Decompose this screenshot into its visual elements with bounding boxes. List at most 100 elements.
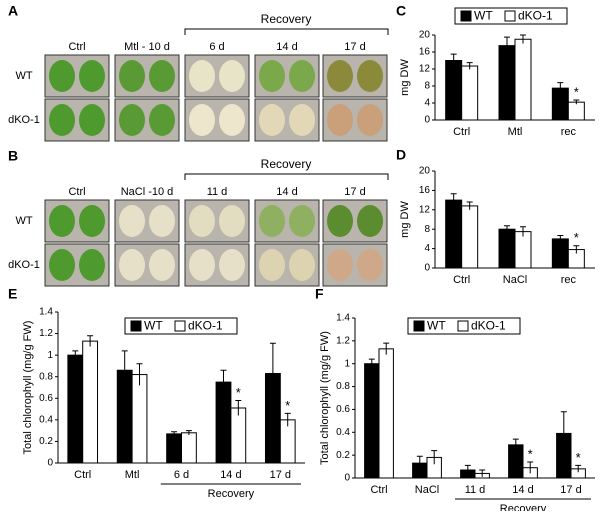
x-tick-label: 6 d: [174, 469, 189, 481]
colony: [149, 249, 175, 281]
colony: [219, 249, 245, 281]
y-tick-label: 0.2: [336, 450, 350, 461]
significance-mark: *: [528, 446, 533, 461]
y-tick-label: 0: [424, 115, 430, 126]
error-bar: [121, 350, 128, 390]
significance-mark: *: [236, 385, 241, 400]
column-label: 11 d: [207, 186, 228, 198]
legend-label: WT: [144, 319, 163, 333]
x-tick-label: 14 d: [512, 484, 533, 496]
y-tick-label: 0.2: [39, 436, 53, 447]
x-tick-label: rec: [561, 126, 577, 138]
error-bar: [235, 399, 242, 416]
colony: [189, 249, 215, 281]
error-bar: [464, 464, 471, 475]
significance-mark: *: [574, 84, 579, 99]
column-label: NaCl -10 d: [121, 186, 174, 198]
error-bar: [466, 201, 473, 210]
row-label: dKO-1: [8, 259, 40, 271]
y-tick-label: 1.4: [336, 313, 350, 324]
colony: [219, 104, 245, 136]
bar: [364, 363, 380, 479]
column-label: 17 d: [344, 186, 365, 198]
error-bar: [383, 342, 390, 355]
bar: [378, 348, 394, 479]
x-tick-label: NaCl: [415, 484, 439, 496]
legend-swatch: [457, 320, 469, 332]
colony: [259, 104, 285, 136]
bar: [498, 45, 516, 121]
colony: [259, 205, 285, 237]
colony: [79, 60, 105, 92]
bar: [82, 340, 99, 464]
significance-mark: *: [574, 230, 579, 245]
error-bar: [520, 34, 526, 44]
bar: [461, 205, 479, 269]
group-label: Recovery: [208, 488, 255, 500]
column-label: 14 d: [276, 186, 297, 198]
y-tick-label: 16: [419, 47, 431, 58]
y-axis-label: mg DW: [399, 59, 411, 96]
column-label: Mtl - 10 d: [124, 41, 170, 53]
bar: [181, 432, 197, 464]
error-bar: [269, 342, 276, 404]
y-tick-label: 12: [419, 64, 431, 75]
colony: [79, 249, 105, 281]
x-tick-label: Mtl: [508, 126, 523, 138]
colony: [289, 60, 315, 92]
y-tick-label: 20: [419, 30, 431, 41]
error-bar: [466, 62, 473, 70]
colony: [259, 249, 285, 281]
legend-label: dKO-1: [188, 319, 223, 333]
y-tick-label: 0.4: [39, 414, 53, 425]
y-tick-label: 1: [47, 350, 53, 361]
group-label: Recovery: [261, 157, 312, 171]
y-tick-label: 16: [419, 185, 431, 196]
error-bar: [560, 411, 567, 456]
colony: [327, 60, 353, 92]
y-tick-label: 0.8: [39, 371, 53, 382]
x-tick-label: 17 d: [560, 484, 581, 496]
error-bar: [185, 430, 192, 435]
bar: [461, 65, 479, 121]
panel-letter: C: [396, 3, 406, 19]
bar: [514, 38, 532, 121]
x-tick-label: NaCl: [503, 274, 527, 286]
error-bar: [368, 358, 375, 369]
row-label: dKO-1: [8, 114, 40, 126]
y-axis-label: mg DW: [399, 201, 411, 238]
error-bar: [512, 438, 519, 451]
error-bar: [220, 369, 227, 394]
colony: [119, 104, 145, 136]
legend-swatch: [504, 10, 516, 22]
legend-label: WT: [474, 9, 493, 23]
error-bar: [504, 36, 510, 55]
x-tick-label: 14 d: [220, 469, 241, 481]
row-label: WT: [15, 215, 32, 227]
colony: [289, 205, 315, 237]
colony: [259, 60, 285, 92]
colony: [49, 60, 75, 92]
bar: [567, 101, 585, 121]
colony: [327, 249, 353, 281]
colony: [119, 249, 145, 281]
bar: [498, 228, 516, 269]
colony: [149, 60, 175, 92]
error-bar: [450, 193, 457, 207]
error-bar: [504, 225, 510, 233]
bar: [445, 60, 463, 121]
y-tick-label: 1: [344, 358, 350, 369]
error-bar: [171, 431, 178, 437]
bar: [230, 407, 247, 464]
colony: [357, 60, 383, 92]
legend-swatch: [130, 320, 142, 332]
error-bar: [520, 226, 526, 237]
legend-label: WT: [427, 319, 446, 333]
colony: [149, 205, 175, 237]
y-tick-label: 4: [424, 98, 430, 109]
y-tick-label: 12: [419, 204, 431, 215]
legend-swatch: [460, 10, 472, 22]
bar: [131, 374, 148, 464]
colony: [49, 104, 75, 136]
